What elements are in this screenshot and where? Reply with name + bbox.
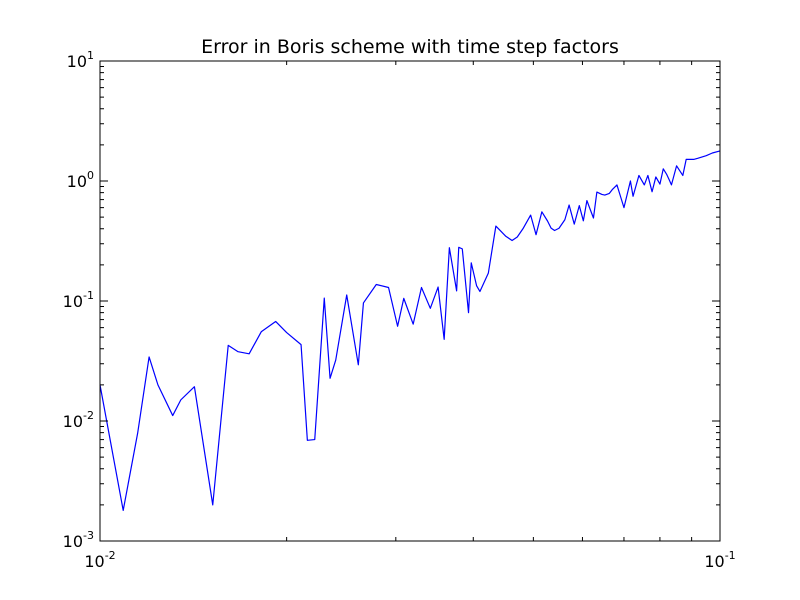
- plot-frame: [99, 60, 721, 542]
- series-layer: [99, 150, 721, 511]
- x-tick-label: 10-1: [704, 549, 735, 571]
- plot-area: [99, 60, 721, 542]
- x-tick-label: 10-2: [84, 549, 115, 571]
- y-tick-label: 10-2: [63, 409, 94, 431]
- plot-background: [100, 61, 720, 541]
- y-tick-label: 100: [67, 169, 94, 191]
- series-line-0: [99, 150, 721, 511]
- chart-title: Error in Boris scheme with time step fac…: [201, 36, 619, 58]
- y-tick-label: 10-3: [63, 529, 94, 551]
- y-tick-label: 101: [67, 49, 94, 71]
- y-tick-label: 10-1: [63, 289, 94, 311]
